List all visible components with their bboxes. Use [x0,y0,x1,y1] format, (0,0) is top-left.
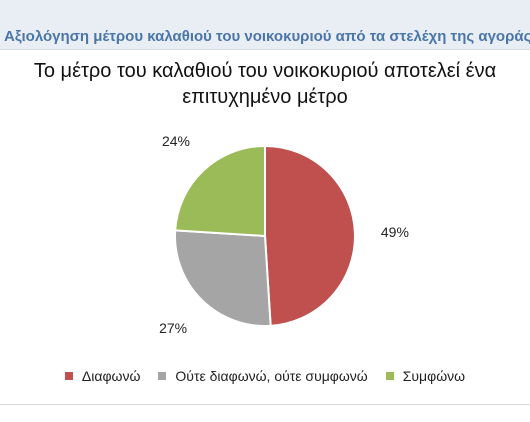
legend-label-0: Διαφωνώ [81,368,141,384]
pie-data-label-0: 49% [381,224,409,240]
bottom-divider [0,404,530,405]
header-bar [0,0,530,50]
legend-label-1: Ούτε διαφωνώ, ούτε συμφωνώ [175,368,368,384]
legend-label-2: Συμφώνω [402,368,466,384]
legend-swatch-1 [158,372,167,380]
chart-legend: Διαφωνώ Ούτε διαφωνώ, ούτε συμφωνώ Συμφώνω [0,368,530,384]
legend-item-0: Διαφωνώ [64,368,141,384]
pie-slice-1 [174,229,272,327]
legend-item-2: Συμφώνω [385,368,466,384]
legend-item-1: Ούτε διαφωνώ, ούτε συμφωνώ [158,368,368,384]
pie-data-label-2: 24% [162,133,190,149]
legend-swatch-0 [64,372,73,380]
legend-swatch-2 [385,372,394,380]
header-divider [0,49,530,50]
chart-title: Το μέτρο του καλαθιού του νοικοκυριού απ… [33,60,497,108]
pie-slice-2 [174,144,266,238]
pie-slice-0 [264,144,356,327]
pie-data-label-1: 27% [159,320,187,336]
page-header-title: Αξιολόγηση μέτρου καλαθιού του νοικοκυρι… [4,28,530,45]
